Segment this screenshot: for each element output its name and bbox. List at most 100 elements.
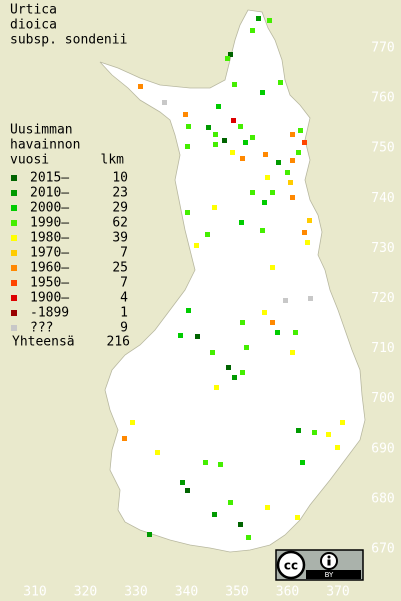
observation-square <box>250 135 255 140</box>
license-badge: cc BY <box>275 549 364 581</box>
observation-square <box>250 190 255 195</box>
observation-square <box>270 265 275 270</box>
observation-square <box>185 210 190 215</box>
legend-count: 7 <box>120 276 128 291</box>
legend-label: ??? <box>30 321 53 336</box>
title-line: subsp. sondenii <box>10 33 127 48</box>
observation-square <box>246 535 251 540</box>
legend-label: 1900– <box>30 291 69 306</box>
legend-count: 23 <box>112 186 128 201</box>
legend-label: 1960– <box>30 261 69 276</box>
legend-count: 39 <box>112 231 128 246</box>
y-grid-label: 680 <box>371 491 394 506</box>
cc-text: cc <box>284 559 298 573</box>
observation-square <box>231 118 236 123</box>
observation-square <box>300 460 305 465</box>
observation-square <box>195 334 200 339</box>
title-line: Urtica <box>10 3 57 18</box>
observation-square <box>275 330 280 335</box>
by-text: BY <box>325 571 334 579</box>
observation-square <box>232 82 237 87</box>
observation-square <box>183 112 188 117</box>
observation-square <box>162 100 167 105</box>
y-grid-label: 770 <box>371 41 394 56</box>
legend-count: 1 <box>120 306 128 321</box>
observation-square <box>244 345 249 350</box>
observation-square <box>276 160 281 165</box>
x-grid-label: 320 <box>74 585 97 600</box>
observation-square <box>185 488 190 493</box>
legend-swatch <box>11 190 17 196</box>
observation-square <box>186 308 191 313</box>
observation-square <box>340 420 345 425</box>
observation-square <box>238 124 243 129</box>
x-grid-label: 370 <box>326 585 349 600</box>
observation-square <box>295 515 300 520</box>
observation-square <box>263 152 268 157</box>
observation-square <box>218 462 223 467</box>
legend-count: 7 <box>120 246 128 261</box>
observation-square <box>326 432 331 437</box>
legend-count: 29 <box>112 201 128 216</box>
legend-label: 1980– <box>30 231 69 246</box>
observation-square <box>216 104 221 109</box>
legend: 2015– 10 2010– 23 2000– 29 1990– 62 1980– 39 1970–… <box>11 171 128 336</box>
legend-swatch <box>11 295 17 301</box>
observation-square <box>138 84 143 89</box>
legend-label: 2015– <box>30 171 69 186</box>
legend-swatch <box>11 220 17 226</box>
y-grid-label: 730 <box>371 241 394 256</box>
legend-swatch <box>11 265 17 271</box>
observation-square <box>307 218 312 223</box>
legend-label: 1950– <box>30 276 69 291</box>
observation-square <box>155 450 160 455</box>
y-grid-label: 720 <box>371 291 394 306</box>
legend-count: 10 <box>112 171 128 186</box>
observation-squares <box>122 16 345 540</box>
observation-square <box>288 180 293 185</box>
observation-square <box>186 124 191 129</box>
observation-square <box>290 158 295 163</box>
observation-square <box>260 90 265 95</box>
observation-square <box>240 156 245 161</box>
y-grid-label: 760 <box>371 91 394 106</box>
observation-square <box>185 144 190 149</box>
observation-square <box>180 480 185 485</box>
observation-square <box>298 128 303 133</box>
observation-square <box>267 18 272 23</box>
observation-square <box>285 170 290 175</box>
legend-swatch <box>11 205 17 211</box>
x-grid-label: 330 <box>124 585 147 600</box>
observation-square <box>305 240 310 245</box>
observation-square <box>296 428 301 433</box>
legend-swatch <box>11 250 17 256</box>
observation-square <box>240 320 245 325</box>
x-grid-label: 310 <box>23 585 46 600</box>
observation-square <box>260 228 265 233</box>
observation-square <box>290 132 295 137</box>
legend-header: havainnon <box>10 138 80 153</box>
observation-square <box>290 195 295 200</box>
observation-square <box>226 365 231 370</box>
observation-square <box>178 333 183 338</box>
y-grid-label: 690 <box>371 441 394 456</box>
observation-square <box>222 138 227 143</box>
observation-square <box>206 125 211 130</box>
legend-swatch <box>11 310 17 316</box>
observation-square <box>290 350 295 355</box>
observation-square <box>283 298 288 303</box>
observation-square <box>230 150 235 155</box>
observation-square <box>228 52 233 57</box>
legend-swatch <box>11 325 17 331</box>
legend-total: 216 <box>107 335 130 350</box>
observation-square <box>312 430 317 435</box>
observation-square <box>203 460 208 465</box>
observation-square <box>214 385 219 390</box>
observation-square <box>130 420 135 425</box>
legend-total-label: Yhteensä <box>12 335 75 350</box>
observation-square <box>308 296 313 301</box>
y-grid-label: 700 <box>371 391 394 406</box>
observation-square <box>302 230 307 235</box>
x-grid-label: 360 <box>276 585 299 600</box>
